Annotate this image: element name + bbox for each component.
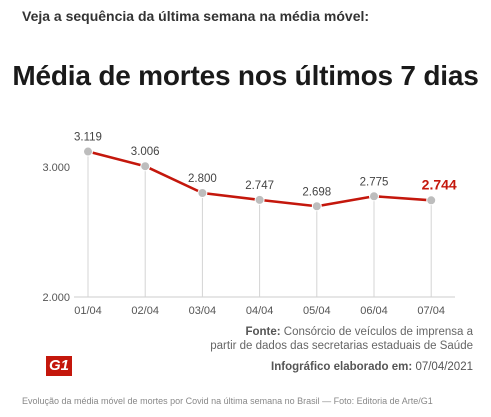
credit-note: Infográfico elaborado em: 07/04/2021 xyxy=(271,361,473,373)
source-label: Fonte: xyxy=(245,326,281,338)
x-tick-label: 01/04 xyxy=(74,305,102,317)
data-label: 2.698 xyxy=(302,186,331,198)
data-label: 3.119 xyxy=(74,132,102,144)
x-tick-label: 04/04 xyxy=(246,305,274,317)
data-point xyxy=(254,194,265,205)
source-note: Fonte: Consórcio de veículos de imprensa… xyxy=(210,325,473,353)
x-tick-label: 03/04 xyxy=(189,305,217,317)
y-tick-label: 3.000 xyxy=(42,162,70,174)
data-label: 2.775 xyxy=(360,176,389,188)
intro-text: Veja a sequência da última semana na méd… xyxy=(22,8,370,24)
y-tick-label: 2.000 xyxy=(42,292,70,304)
data-label: 2.800 xyxy=(188,173,217,185)
g1-logo: G1 xyxy=(46,356,72,376)
data-point xyxy=(311,201,322,212)
x-tick-label: 02/04 xyxy=(131,305,159,317)
credit-label: Infográfico elaborado em: xyxy=(271,361,413,373)
data-label: 2.747 xyxy=(245,180,274,192)
source-text-2: partir de dados das secretarias estaduai… xyxy=(210,340,473,352)
data-label: 3.006 xyxy=(131,146,160,158)
data-point xyxy=(83,146,93,157)
credit-date: 07/04/2021 xyxy=(415,361,473,373)
source-text-1: Consórcio de veículos de imprensa a xyxy=(283,326,473,338)
x-tick-label: 07/04 xyxy=(417,305,445,317)
image-caption: Evolução da média móvel de mortes por Co… xyxy=(22,396,433,406)
data-point xyxy=(369,191,379,202)
data-point xyxy=(140,161,151,172)
data-label: 2.744 xyxy=(422,176,457,192)
x-tick-label: 05/04 xyxy=(303,305,331,317)
data-point xyxy=(426,195,437,206)
data-point xyxy=(197,188,208,198)
x-tick-label: 06/04 xyxy=(360,305,388,317)
chart-title: Média de mortes nos últimos 7 dias xyxy=(12,60,479,91)
